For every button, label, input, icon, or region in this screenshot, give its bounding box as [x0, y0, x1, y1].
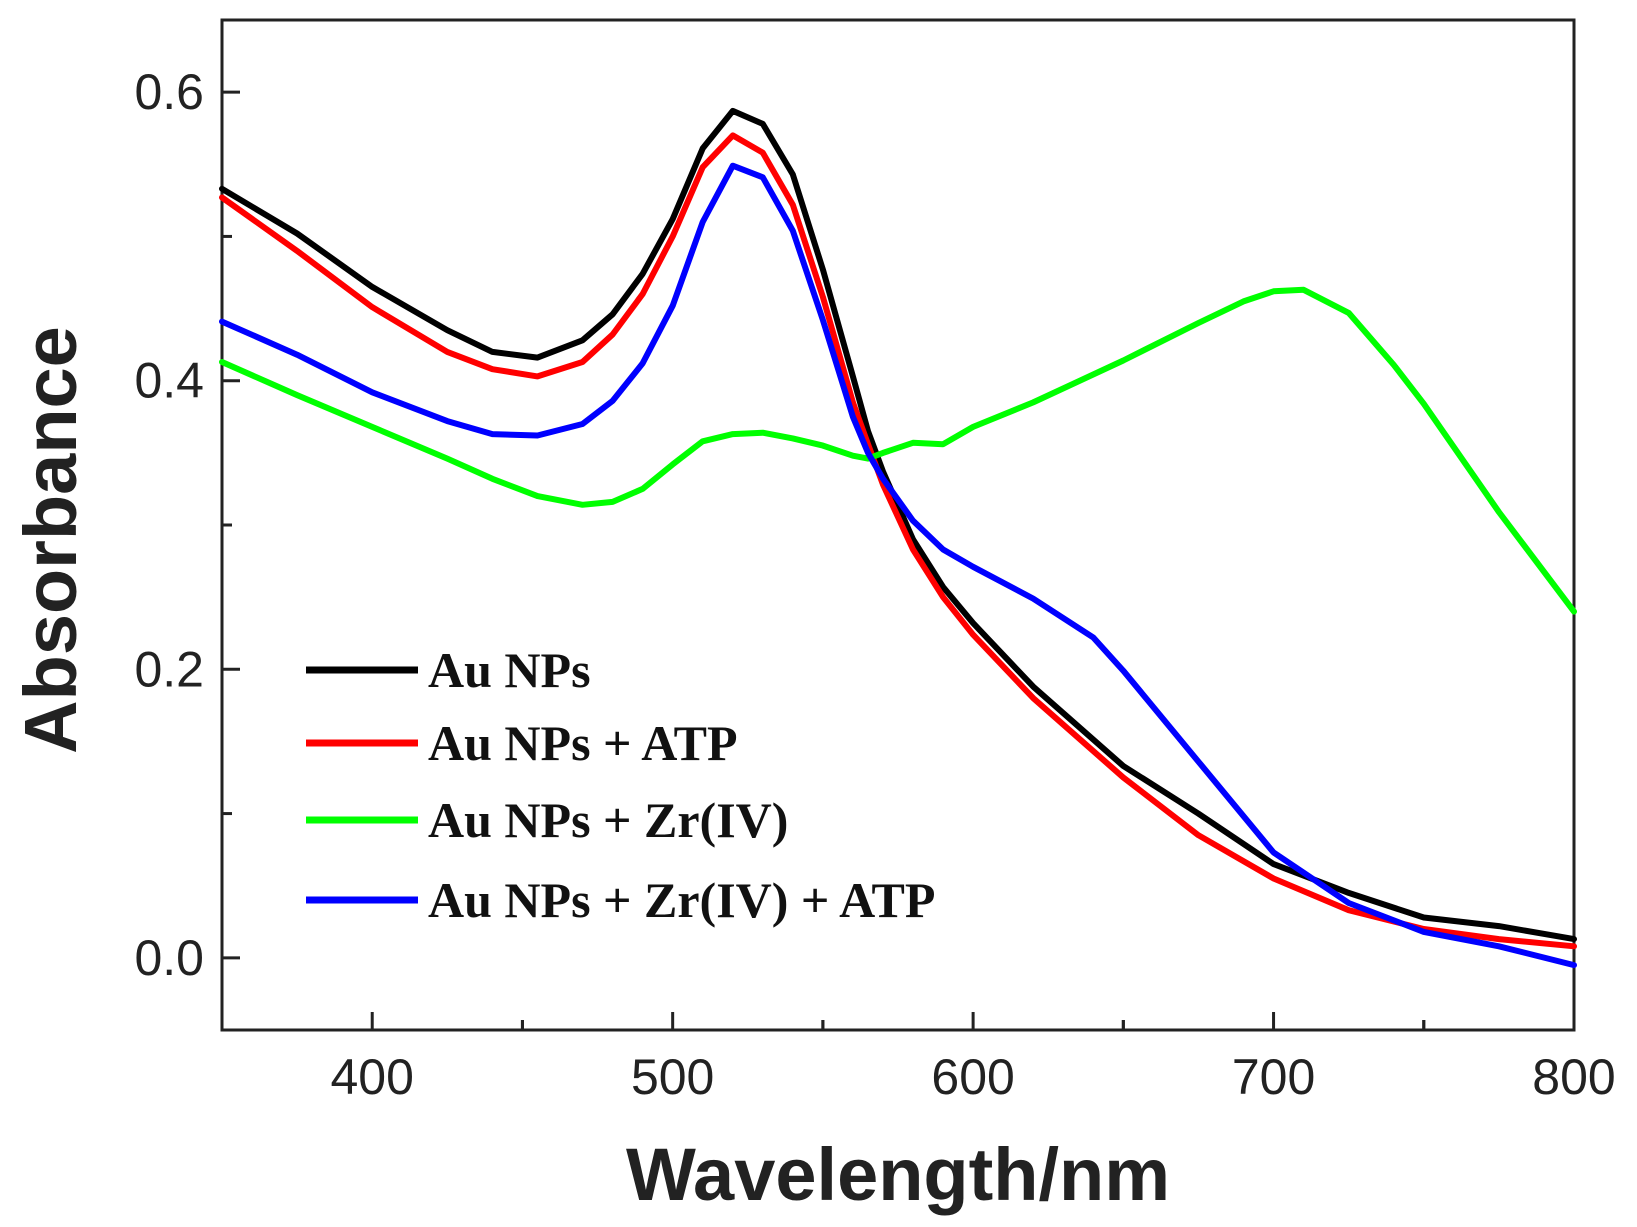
x-tick-label: 400 — [331, 1049, 414, 1105]
x-tick-label: 500 — [631, 1049, 714, 1105]
series-line-1 — [219, 107, 1577, 943]
x-axis-title: Wavelength/nm — [626, 1133, 1170, 1216]
x-tick-label: 700 — [1232, 1049, 1315, 1105]
y-tick-label: 0.2 — [134, 641, 204, 697]
y-tick-label: 0.6 — [134, 64, 204, 120]
y-tick-label: 0.0 — [134, 930, 204, 986]
y-tick-label: 0.4 — [134, 353, 204, 409]
legend-label: Au NPs + Zr(IV) — [428, 792, 788, 848]
y-axis-title: Absorbance — [9, 326, 92, 754]
series-line-4 — [219, 162, 1577, 969]
series-line-3 — [219, 286, 1577, 615]
series-line-2 — [219, 132, 1577, 950]
legend-label: Au NPs + Zr(IV) + ATP — [428, 872, 935, 928]
legend-label: Au NPs — [428, 642, 591, 698]
x-tick-label: 800 — [1532, 1049, 1615, 1105]
legend-label: Au NPs + ATP — [428, 715, 738, 771]
x-tick-label: 600 — [931, 1049, 1014, 1105]
